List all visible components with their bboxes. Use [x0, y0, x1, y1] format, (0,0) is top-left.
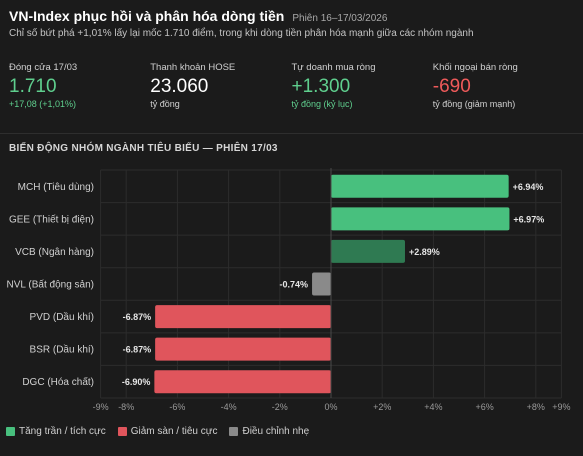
legend: Tăng trần / tích cực Giảm sàn / tiêu cực… [6, 426, 309, 437]
bar [331, 239, 405, 263]
legend-item-floor: Giảm sàn / tiêu cực [117, 426, 218, 437]
category-label: VCB (Ngân hàng) [15, 247, 94, 258]
legend-swatch [6, 427, 15, 436]
stats-row: Đóng cửa 17/03 1.710 +17,08 (+1,01%) Tha… [9, 62, 574, 109]
x-tick-label: +2% [373, 402, 391, 412]
stat-sub: +17,08 (+1,01%) [9, 99, 77, 109]
legend-item-adjust: Điều chỉnh nhẹ [229, 426, 309, 437]
bar [155, 337, 331, 361]
stat-label: Khối ngoại bán ròng [432, 62, 518, 73]
stat-label: Tự doanh mua ròng [291, 62, 376, 73]
category-label: NVL (Bất động sản) [7, 279, 94, 291]
bar [154, 370, 331, 394]
category-label: DGC (Hóa chất) [22, 376, 94, 388]
session-label: Phiên 16–17/03/2026 [292, 13, 388, 24]
legend-label: Điều chỉnh nhẹ [242, 426, 310, 437]
stat-value: -690 [432, 76, 471, 97]
x-tick-label: -4% [221, 402, 237, 412]
stat-close: Đóng cửa 17/03 1.710 +17,08 (+1,01%) [9, 62, 150, 109]
category-label: MCH (Tiêu dùng) [18, 182, 94, 193]
section-title: BIẾN ĐỘNG NHÓM NGÀNH TIÊU BIỂU — PHIÊN 1… [9, 143, 278, 154]
legend-label: Tăng trần / tích cực [19, 426, 106, 437]
legend-swatch [117, 427, 127, 436]
x-tick-label: -8% [118, 402, 134, 412]
x-tick-label: -9% [93, 402, 109, 412]
bar [331, 207, 510, 231]
stat-sub: tỷ đồng [150, 99, 180, 109]
bar [312, 272, 331, 296]
data-label: -6.87% [123, 345, 152, 355]
legend-label: Giảm sàn / tiêu cực [130, 426, 218, 437]
data-label: -0.74% [280, 280, 309, 290]
data-label: -6.87% [123, 312, 152, 322]
title-row: VN-Index phục hồi và phân hóa dòng tiền … [9, 8, 574, 24]
bar [331, 174, 509, 198]
category-label: BSR (Dầu khí) [30, 344, 94, 356]
x-tick-label: +6% [475, 402, 493, 412]
x-tick-label: -6% [169, 402, 185, 412]
stat-proprietary: Tự doanh mua ròng +1.300 tỷ đồng (kỷ lục… [292, 62, 433, 109]
divider [0, 133, 583, 134]
stat-sub: tỷ đồng (giảm mạnh) [432, 99, 516, 109]
x-tick-label: +8% [527, 402, 545, 412]
x-tick-label: +4% [424, 402, 442, 412]
x-tick-label: -2% [272, 402, 288, 412]
stat-value: 23.060 [150, 76, 209, 97]
page-subtitle: Chỉ số bứt phá +1,01% lấy lại mốc 1.710 … [9, 28, 474, 39]
page-title: VN-Index phục hồi và phân hóa dòng tiền [9, 8, 285, 24]
stat-liquidity: Thanh khoản HOSE 23.060 tỷ đồng [150, 62, 291, 109]
stat-value: 1.710 [9, 76, 57, 97]
category-label: GEE (Thiết bị điện) [9, 213, 94, 225]
data-label: +6.97% [513, 214, 544, 224]
data-label: -6.90% [122, 377, 151, 387]
data-label: +2.89% [409, 247, 440, 257]
header: VN-Index phục hồi và phân hóa dòng tiền … [9, 8, 574, 39]
legend-item-ceiling: Tăng trần / tích cực [6, 426, 106, 437]
data-label: +6.94% [513, 182, 544, 192]
x-tick-label: 0% [324, 402, 337, 412]
bar [155, 305, 331, 329]
stat-label: Đóng cửa 17/03 [9, 62, 78, 73]
category-label: PVD (Dầu khí) [30, 311, 94, 323]
stat-value: +1.300 [291, 76, 351, 97]
legend-swatch [229, 427, 239, 436]
stat-foreign: Khối ngoại bán ròng -690 tỷ đồng (giảm m… [433, 62, 574, 109]
x-tick-label: +9% [552, 402, 570, 412]
stat-sub: tỷ đồng (kỷ lục) [291, 99, 353, 109]
stat-label: Thanh khoản HOSE [150, 62, 236, 73]
